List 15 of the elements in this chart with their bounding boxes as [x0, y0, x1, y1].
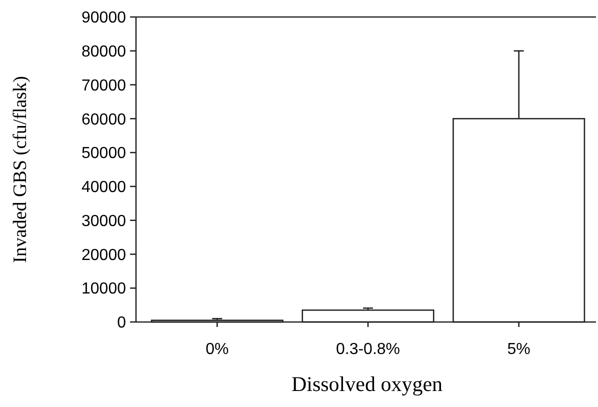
x-tick-label: 5% [507, 341, 530, 358]
y-tick-label: 30000 [82, 212, 126, 230]
y-tick-label: 20000 [82, 246, 126, 264]
y-tick-label: 0 [117, 314, 126, 332]
y-tick-label: 50000 [82, 145, 126, 162]
y-tick-label: 40000 [82, 179, 126, 196]
y-tick-label: 90000 [82, 10, 126, 27]
x-tick-label: 0.3-0.8% [336, 341, 400, 358]
y-tick-label: 80000 [82, 43, 126, 60]
x-tick-label: 0% [206, 341, 229, 358]
y-tick-label: 70000 [82, 77, 126, 94]
y-tick-label: 10000 [82, 280, 126, 298]
y-axis-title: Invaded GBS (cfu/flask) [10, 76, 31, 263]
y-tick-label: 60000 [82, 111, 126, 128]
x-axis-title: Dissolved oxygen [291, 372, 444, 396]
